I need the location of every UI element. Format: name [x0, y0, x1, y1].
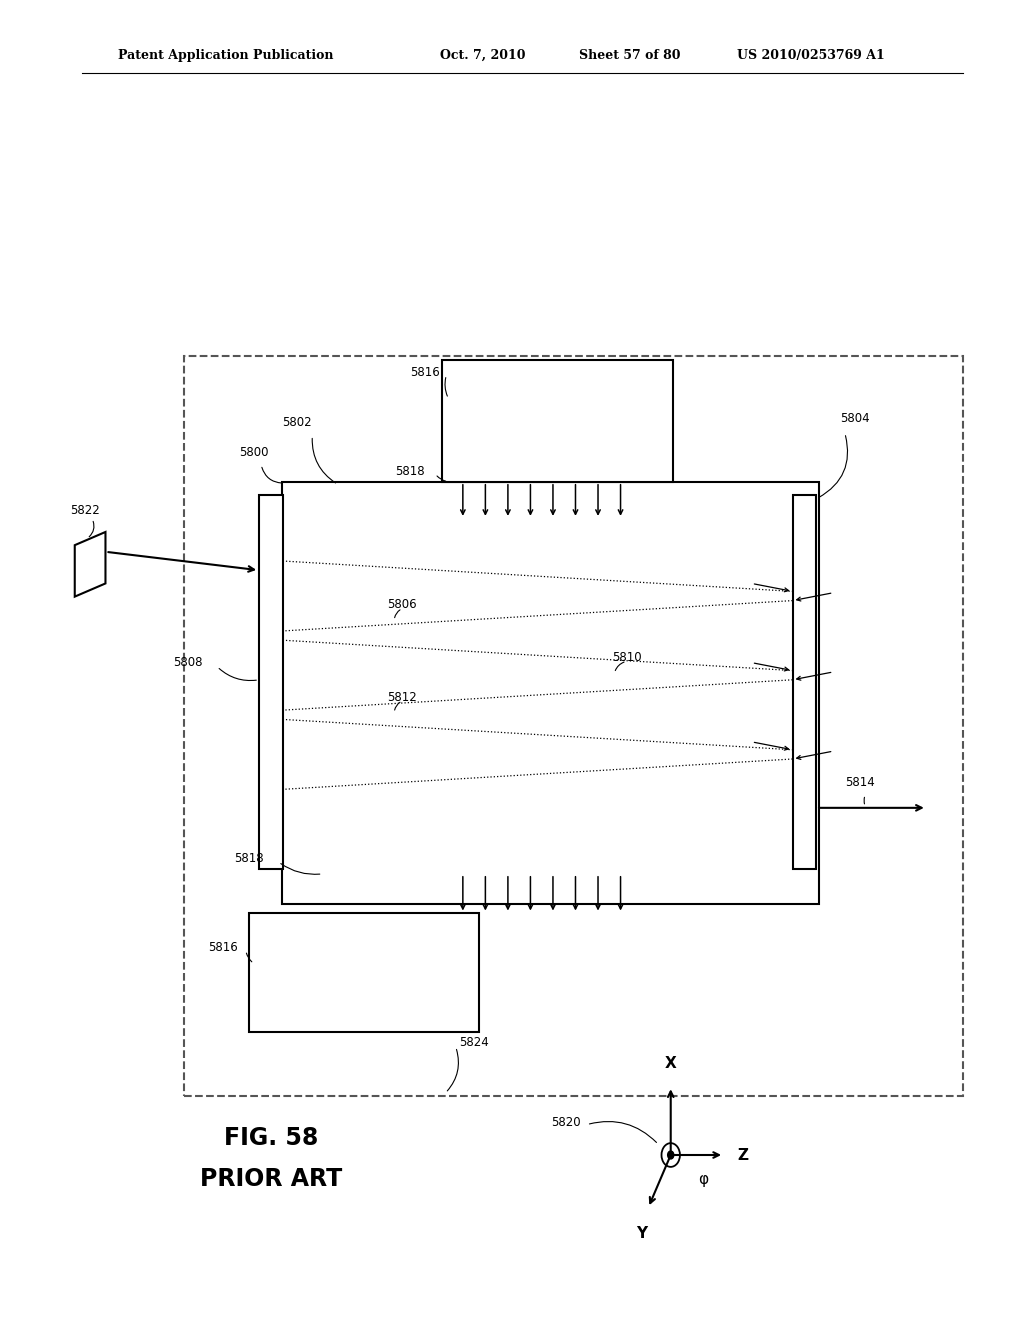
- Bar: [442, 360, 673, 482]
- Text: Z: Z: [737, 1147, 749, 1163]
- Text: 5810: 5810: [612, 651, 642, 664]
- Text: 5818: 5818: [234, 851, 264, 865]
- Text: US 2010/0253769 A1: US 2010/0253769 A1: [737, 49, 885, 62]
- Text: 5816: 5816: [208, 941, 238, 954]
- Text: FIG. 58: FIG. 58: [224, 1126, 318, 1150]
- Bar: [184, 356, 963, 1096]
- Text: 5802: 5802: [283, 416, 311, 429]
- Bar: [259, 495, 283, 869]
- Text: Y: Y: [637, 1226, 647, 1241]
- Polygon shape: [75, 532, 105, 597]
- Text: 5800: 5800: [240, 446, 268, 459]
- Text: 5812: 5812: [387, 690, 417, 704]
- Text: 5818: 5818: [395, 465, 425, 478]
- Text: 5822: 5822: [70, 504, 100, 517]
- Text: 5806: 5806: [387, 598, 417, 611]
- Bar: [282, 482, 819, 904]
- Text: φ: φ: [698, 1172, 709, 1187]
- Text: 5804: 5804: [841, 412, 869, 425]
- Text: 5816: 5816: [411, 366, 440, 379]
- Text: X: X: [665, 1056, 677, 1071]
- Circle shape: [668, 1151, 674, 1159]
- Text: 5808: 5808: [173, 656, 203, 669]
- Bar: [793, 495, 816, 869]
- Text: Patent Application Publication: Patent Application Publication: [118, 49, 333, 62]
- Text: PRIOR ART: PRIOR ART: [201, 1167, 342, 1191]
- Text: 5814: 5814: [845, 776, 874, 789]
- Text: 5820: 5820: [551, 1115, 581, 1129]
- Text: 5824: 5824: [459, 1036, 488, 1049]
- Text: Oct. 7, 2010: Oct. 7, 2010: [440, 49, 525, 62]
- Text: Sheet 57 of 80: Sheet 57 of 80: [579, 49, 680, 62]
- Bar: [249, 913, 479, 1032]
